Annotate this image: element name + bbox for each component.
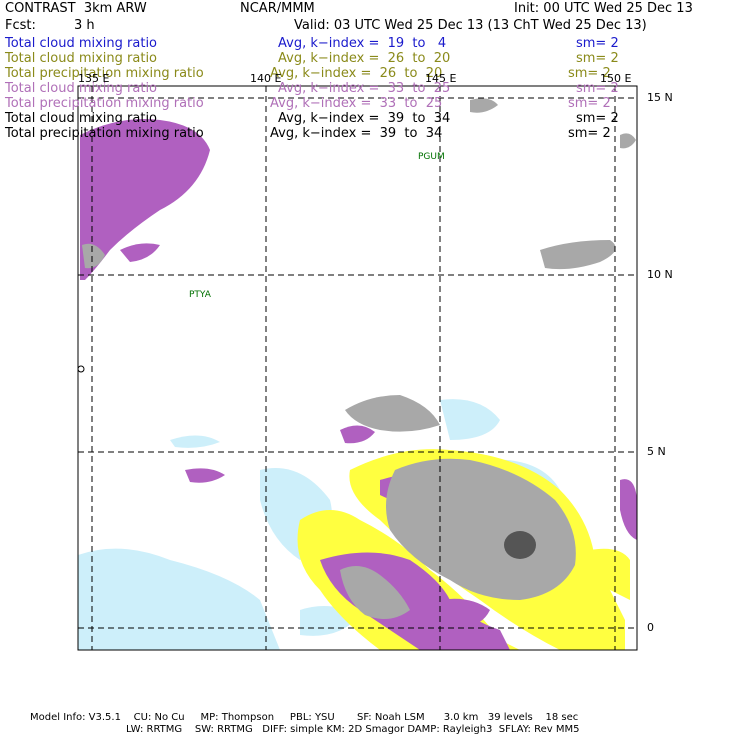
valid-time: Valid: 03 UTC Wed 25 Dec 13 (13 ChT Wed … [294,18,647,33]
legend-avg: Avg, k−index = 39 to 34 [278,111,451,126]
model-info-line1: Model Info: V3.5.1 CU: No Cu MP: Thompso… [30,712,579,723]
legend-avg: Avg, k−index = 39 to 34 [270,126,443,141]
station-label: PTYA [189,290,211,300]
dark-cloud-core [504,531,536,559]
legend-field: Total precipitation mixing ratio [5,66,204,81]
legend-sm: sm= 2 [568,96,611,111]
legend-avg: Avg, k−index = 26 to 20 [270,66,443,81]
lat-label: 5 N [647,445,666,458]
legend-sm: sm= 2 [576,51,619,66]
lon-label: 150 E [600,72,632,85]
legend-sm: sm= 2 [576,81,619,96]
fcst-label: Fcst: [5,18,36,33]
center-name: NCAR/MMM [240,1,315,16]
legend-field: Total cloud mixing ratio [5,81,158,96]
lat-label: 15 N [647,91,673,104]
gray-cloud-field [82,98,636,619]
legend-field: Total cloud mixing ratio [5,111,158,126]
model-title: CONTRAST 3km ARW [5,1,147,16]
init-time: Init: 00 UTC Wed 25 Dec 13 [514,1,693,16]
fcst-value: 3 h [74,18,95,33]
legend-field: Total precipitation mixing ratio [5,126,204,141]
legend-sm: sm= 2 [568,66,611,81]
legend-sm: sm= 2 [568,126,611,141]
legend-field: Total cloud mixing ratio [5,51,158,66]
legend-avg: Avg, k−index = 19 to 4 [278,36,447,51]
lat-lon-grid [78,86,637,650]
island-outline [77,365,85,373]
lat-label: 10 N [647,268,673,281]
station-label: PGUM [418,152,445,162]
lon-label: 145 E [425,72,457,85]
legend-field: Total precipitation mixing ratio [5,96,204,111]
legend-avg: Avg, k−index = 33 to 25 [278,81,451,96]
legend-avg: Avg, k−index = 33 to 25 [270,96,443,111]
lat-label: 0 [647,621,654,634]
legend-field: Total cloud mixing ratio [5,36,158,51]
model-info-line2: LW: RRTMG SW: RRTMG DIFF: simple KM: 2D … [126,724,580,735]
legend-sm: sm= 2 [576,111,619,126]
lon-label: 140 E [250,72,282,85]
legend-avg: Avg, k−index = 26 to 20 [278,51,451,66]
legend-sm: sm= 2 [576,36,619,51]
lon-label: 135 E [78,72,110,85]
